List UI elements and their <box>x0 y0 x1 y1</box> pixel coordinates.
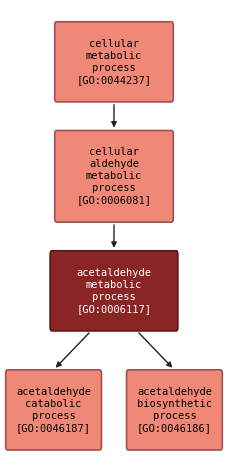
Text: cellular
aldehyde
metabolic
process
[GO:0006081]: cellular aldehyde metabolic process [GO:… <box>76 147 151 205</box>
Text: cellular
metabolic
process
[GO:0044237]: cellular metabolic process [GO:0044237] <box>76 39 151 85</box>
FancyBboxPatch shape <box>126 370 221 450</box>
FancyBboxPatch shape <box>54 131 173 222</box>
Text: acetaldehyde
metabolic
process
[GO:0006117]: acetaldehyde metabolic process [GO:00061… <box>76 268 151 314</box>
Text: acetaldehyde
biosynthetic
process
[GO:0046186]: acetaldehyde biosynthetic process [GO:00… <box>136 387 211 433</box>
Text: acetaldehyde
catabolic
process
[GO:0046187]: acetaldehyde catabolic process [GO:00461… <box>16 387 91 433</box>
FancyBboxPatch shape <box>50 251 177 331</box>
FancyBboxPatch shape <box>6 370 101 450</box>
FancyBboxPatch shape <box>54 22 173 102</box>
